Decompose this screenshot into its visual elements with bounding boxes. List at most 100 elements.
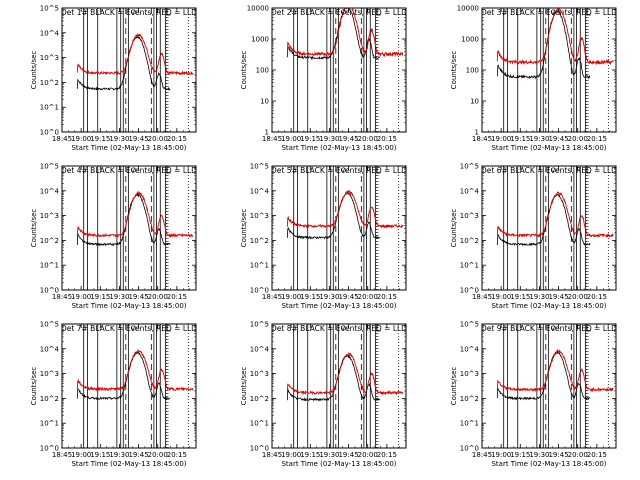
x-tick-label: 19:45	[338, 293, 358, 301]
plot-area	[286, 324, 404, 448]
series-line-lld	[286, 8, 404, 58]
x-tick-label: 19:15	[510, 293, 530, 301]
detector-panel: Det 8# BLACK = Events, RED = LLD 10^0 10^1…	[240, 321, 407, 469]
annotation-marker	[340, 325, 347, 331]
x-tick-label: 18:45	[262, 451, 282, 459]
plot-frame	[61, 7, 197, 133]
x-tick-label: 19:30	[109, 451, 129, 459]
y-tick-label: 10^5	[460, 321, 479, 329]
series-line-lld	[286, 352, 404, 396]
x-tick-label: 20:15	[377, 451, 397, 459]
x-tick-label: 20:15	[167, 293, 187, 301]
x-tick-label: 20:00	[358, 135, 378, 143]
x-tick-label: 19:45	[128, 451, 148, 459]
annotation-marker	[166, 167, 171, 174]
x-tick-label: 19:30	[319, 293, 339, 301]
x-tick-label: 20:15	[587, 451, 607, 459]
x-tick-label: 19:00	[281, 135, 301, 143]
detector-panel: Det 7# BLACK = Events, RED = LLD 10^0 10^1…	[30, 321, 197, 469]
y-tick-label: 10000	[247, 5, 269, 13]
series-line-events	[496, 194, 591, 247]
plot-area	[286, 8, 404, 132]
annotation-marker	[166, 325, 171, 332]
y-tick-label: 10^2	[460, 237, 479, 245]
x-tick-label: 19:00	[71, 135, 91, 143]
x-tick-label: 20:15	[167, 135, 187, 143]
y-tick-label: 1000	[461, 36, 479, 44]
y-tick-label: 10^0	[40, 287, 59, 295]
annotation-marker	[550, 9, 557, 15]
x-tick-label: 19:15	[510, 451, 530, 459]
series-line-lld	[496, 191, 614, 238]
x-tick-label: 20:00	[148, 451, 168, 459]
y-axis-label: Counts/sec	[240, 209, 248, 248]
y-tick-label: 10^4	[40, 345, 60, 353]
x-tick-label: 19:15	[90, 451, 110, 459]
x-tick-label: 19:15	[300, 293, 320, 301]
annotation-marker	[340, 167, 347, 173]
annotation-marker	[550, 325, 557, 331]
panel-title: Det 3# BLACK = Events, RED = LLD	[481, 8, 617, 17]
y-tick-label: 1	[265, 129, 269, 137]
x-tick-label: 20:00	[148, 135, 168, 143]
x-tick-label: 18:45	[262, 135, 282, 143]
annotation-marker	[166, 9, 171, 16]
y-tick-label: 10^0	[250, 445, 269, 453]
y-tick-label: 10^1	[460, 420, 479, 428]
y-tick-label: 10^2	[40, 79, 59, 87]
x-tick-label: 19:15	[300, 135, 320, 143]
plot-area	[496, 8, 614, 132]
y-axis-label: Counts/sec	[240, 51, 248, 90]
x-tick-label: 20:00	[148, 293, 168, 301]
y-axis-label: Counts/sec	[30, 209, 38, 248]
y-tick-label: 10^4	[460, 345, 480, 353]
y-tick-label: 10^1	[460, 262, 479, 270]
x-axis-label: Start Time (02-May-13 18:45:00)	[71, 144, 186, 152]
series-line-lld	[76, 32, 194, 76]
x-axis-label: Start Time (02-May-13 18:45:00)	[281, 460, 396, 468]
y-tick-label: 100	[466, 67, 479, 75]
y-tick-label: 10^5	[40, 5, 59, 13]
y-axis-label: Counts/sec	[450, 51, 458, 90]
x-tick-label: 19:00	[491, 451, 511, 459]
x-tick-label: 19:30	[109, 135, 129, 143]
x-tick-label: 18:45	[262, 293, 282, 301]
x-tick-label: 19:15	[90, 135, 110, 143]
annotation-marker	[586, 9, 591, 16]
y-tick-label: 10^2	[250, 237, 269, 245]
y-tick-label: 10^0	[460, 287, 479, 295]
x-tick-label: 19:00	[71, 451, 91, 459]
annotation-marker	[376, 9, 381, 16]
annotation-marker	[586, 325, 591, 332]
x-tick-label: 19:00	[71, 293, 91, 301]
annotation-marker	[130, 9, 137, 15]
x-tick-label: 18:45	[472, 135, 492, 143]
plot-area	[76, 8, 194, 132]
y-tick-label: 10	[470, 98, 479, 106]
x-tick-label: 19:30	[109, 293, 129, 301]
y-tick-label: 10^3	[40, 212, 59, 220]
plot-area	[496, 166, 614, 290]
x-tick-label: 19:30	[319, 135, 339, 143]
y-tick-label: 1000	[251, 36, 269, 44]
plot-area	[496, 324, 614, 448]
y-tick-label: 100	[256, 67, 269, 75]
x-tick-label: 20:15	[377, 135, 397, 143]
x-tick-label: 19:00	[491, 293, 511, 301]
panel-title: Det 5# BLACK = Events, RED = LLD	[271, 166, 407, 175]
x-tick-label: 19:45	[338, 135, 358, 143]
y-tick-label: 10^2	[40, 237, 59, 245]
x-tick-label: 19:30	[319, 451, 339, 459]
x-tick-label: 19:45	[548, 293, 568, 301]
x-tick-label: 19:30	[529, 135, 549, 143]
y-axis-label: Counts/sec	[30, 51, 38, 90]
y-tick-label: 10^1	[40, 420, 59, 428]
series-line-lld	[76, 190, 194, 239]
y-axis-label: Counts/sec	[450, 209, 458, 248]
y-tick-label: 10^3	[250, 212, 269, 220]
y-tick-label: 10^4	[250, 345, 270, 353]
x-axis-label: Start Time (02-May-13 18:45:00)	[491, 144, 606, 152]
series-line-lld	[496, 348, 614, 393]
plot-area	[76, 324, 194, 448]
y-axis-label: Counts/sec	[30, 367, 38, 406]
